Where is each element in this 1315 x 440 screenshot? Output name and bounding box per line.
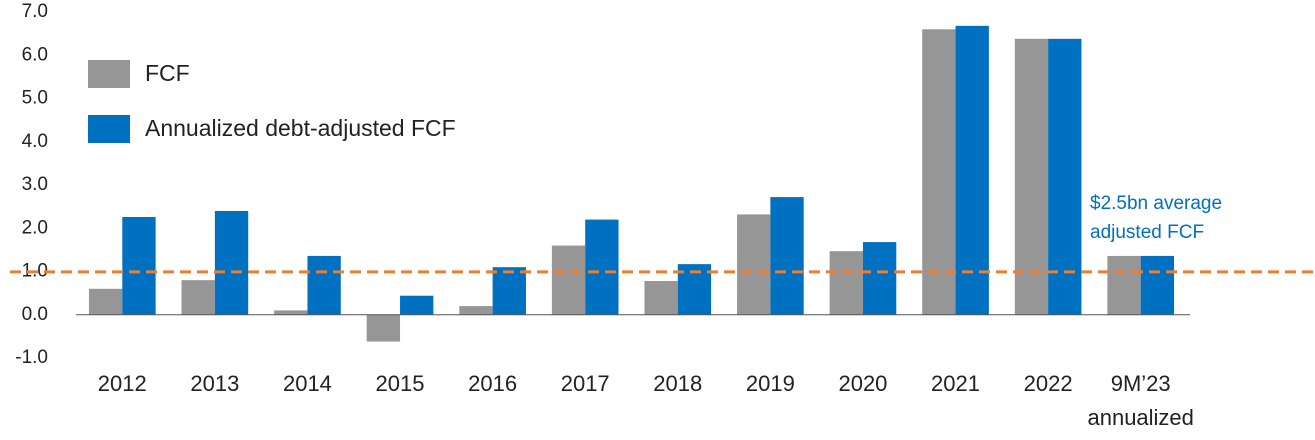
bar: [274, 310, 308, 315]
x-tick-label: 2012: [97, 371, 147, 396]
bar: [214, 210, 249, 315]
bar: [88, 288, 123, 315]
legend-swatch: [88, 60, 130, 88]
bar: [400, 295, 434, 315]
x-tick-label: 2017: [560, 371, 610, 396]
bar: [1048, 38, 1082, 315]
y-tick-label: 0.0: [22, 304, 48, 325]
x-tick-label: 2014: [282, 371, 332, 396]
bar: [955, 25, 989, 315]
x-tick-label: 2016: [468, 371, 518, 396]
x-tick-label: 2018: [653, 371, 703, 396]
x-tick-label: 2019: [745, 371, 795, 396]
x-tick-label: 2022: [1023, 371, 1073, 396]
x-tick-label: 2021: [931, 371, 980, 396]
bar: [770, 197, 804, 315]
x-tick-label: 9M’23 annualized: [1087, 371, 1194, 430]
x-tick-label: 2013: [190, 371, 240, 396]
bar: [307, 255, 341, 315]
bar: [1107, 255, 1141, 315]
y-tick-label: 3.0: [22, 174, 48, 195]
legend-swatch: [88, 115, 130, 143]
bar: [181, 280, 215, 315]
y-tick-label: 2.0: [22, 217, 48, 238]
y-tick-label: 7.0: [22, 1, 48, 22]
bar: [922, 29, 956, 315]
bar: [122, 217, 156, 315]
y-tick-label: 4.0: [22, 131, 48, 152]
annotation: $2.5bn average: [1090, 193, 1223, 214]
annotation: adjusted FCF: [1090, 222, 1205, 243]
bar: [829, 251, 863, 315]
x-tick-label: 2015: [375, 371, 425, 396]
bar: [1140, 255, 1175, 315]
bar: [585, 219, 619, 315]
bar: [644, 281, 678, 315]
legend-label: FCF: [145, 60, 190, 86]
bar: [737, 214, 771, 315]
bar: [862, 242, 897, 315]
y-tick-label: 5.0: [22, 88, 48, 109]
y-tick-label: -1.0: [15, 347, 48, 368]
legend-label: Annualized debt-adjusted FCF: [145, 115, 456, 141]
x-tick-label: 2020: [838, 371, 888, 396]
y-tick-label: 6.0: [22, 44, 48, 65]
bar: [492, 267, 526, 315]
bar: [551, 245, 586, 315]
bar: [366, 314, 401, 342]
bar: [1014, 38, 1049, 315]
bar: [459, 306, 493, 315]
